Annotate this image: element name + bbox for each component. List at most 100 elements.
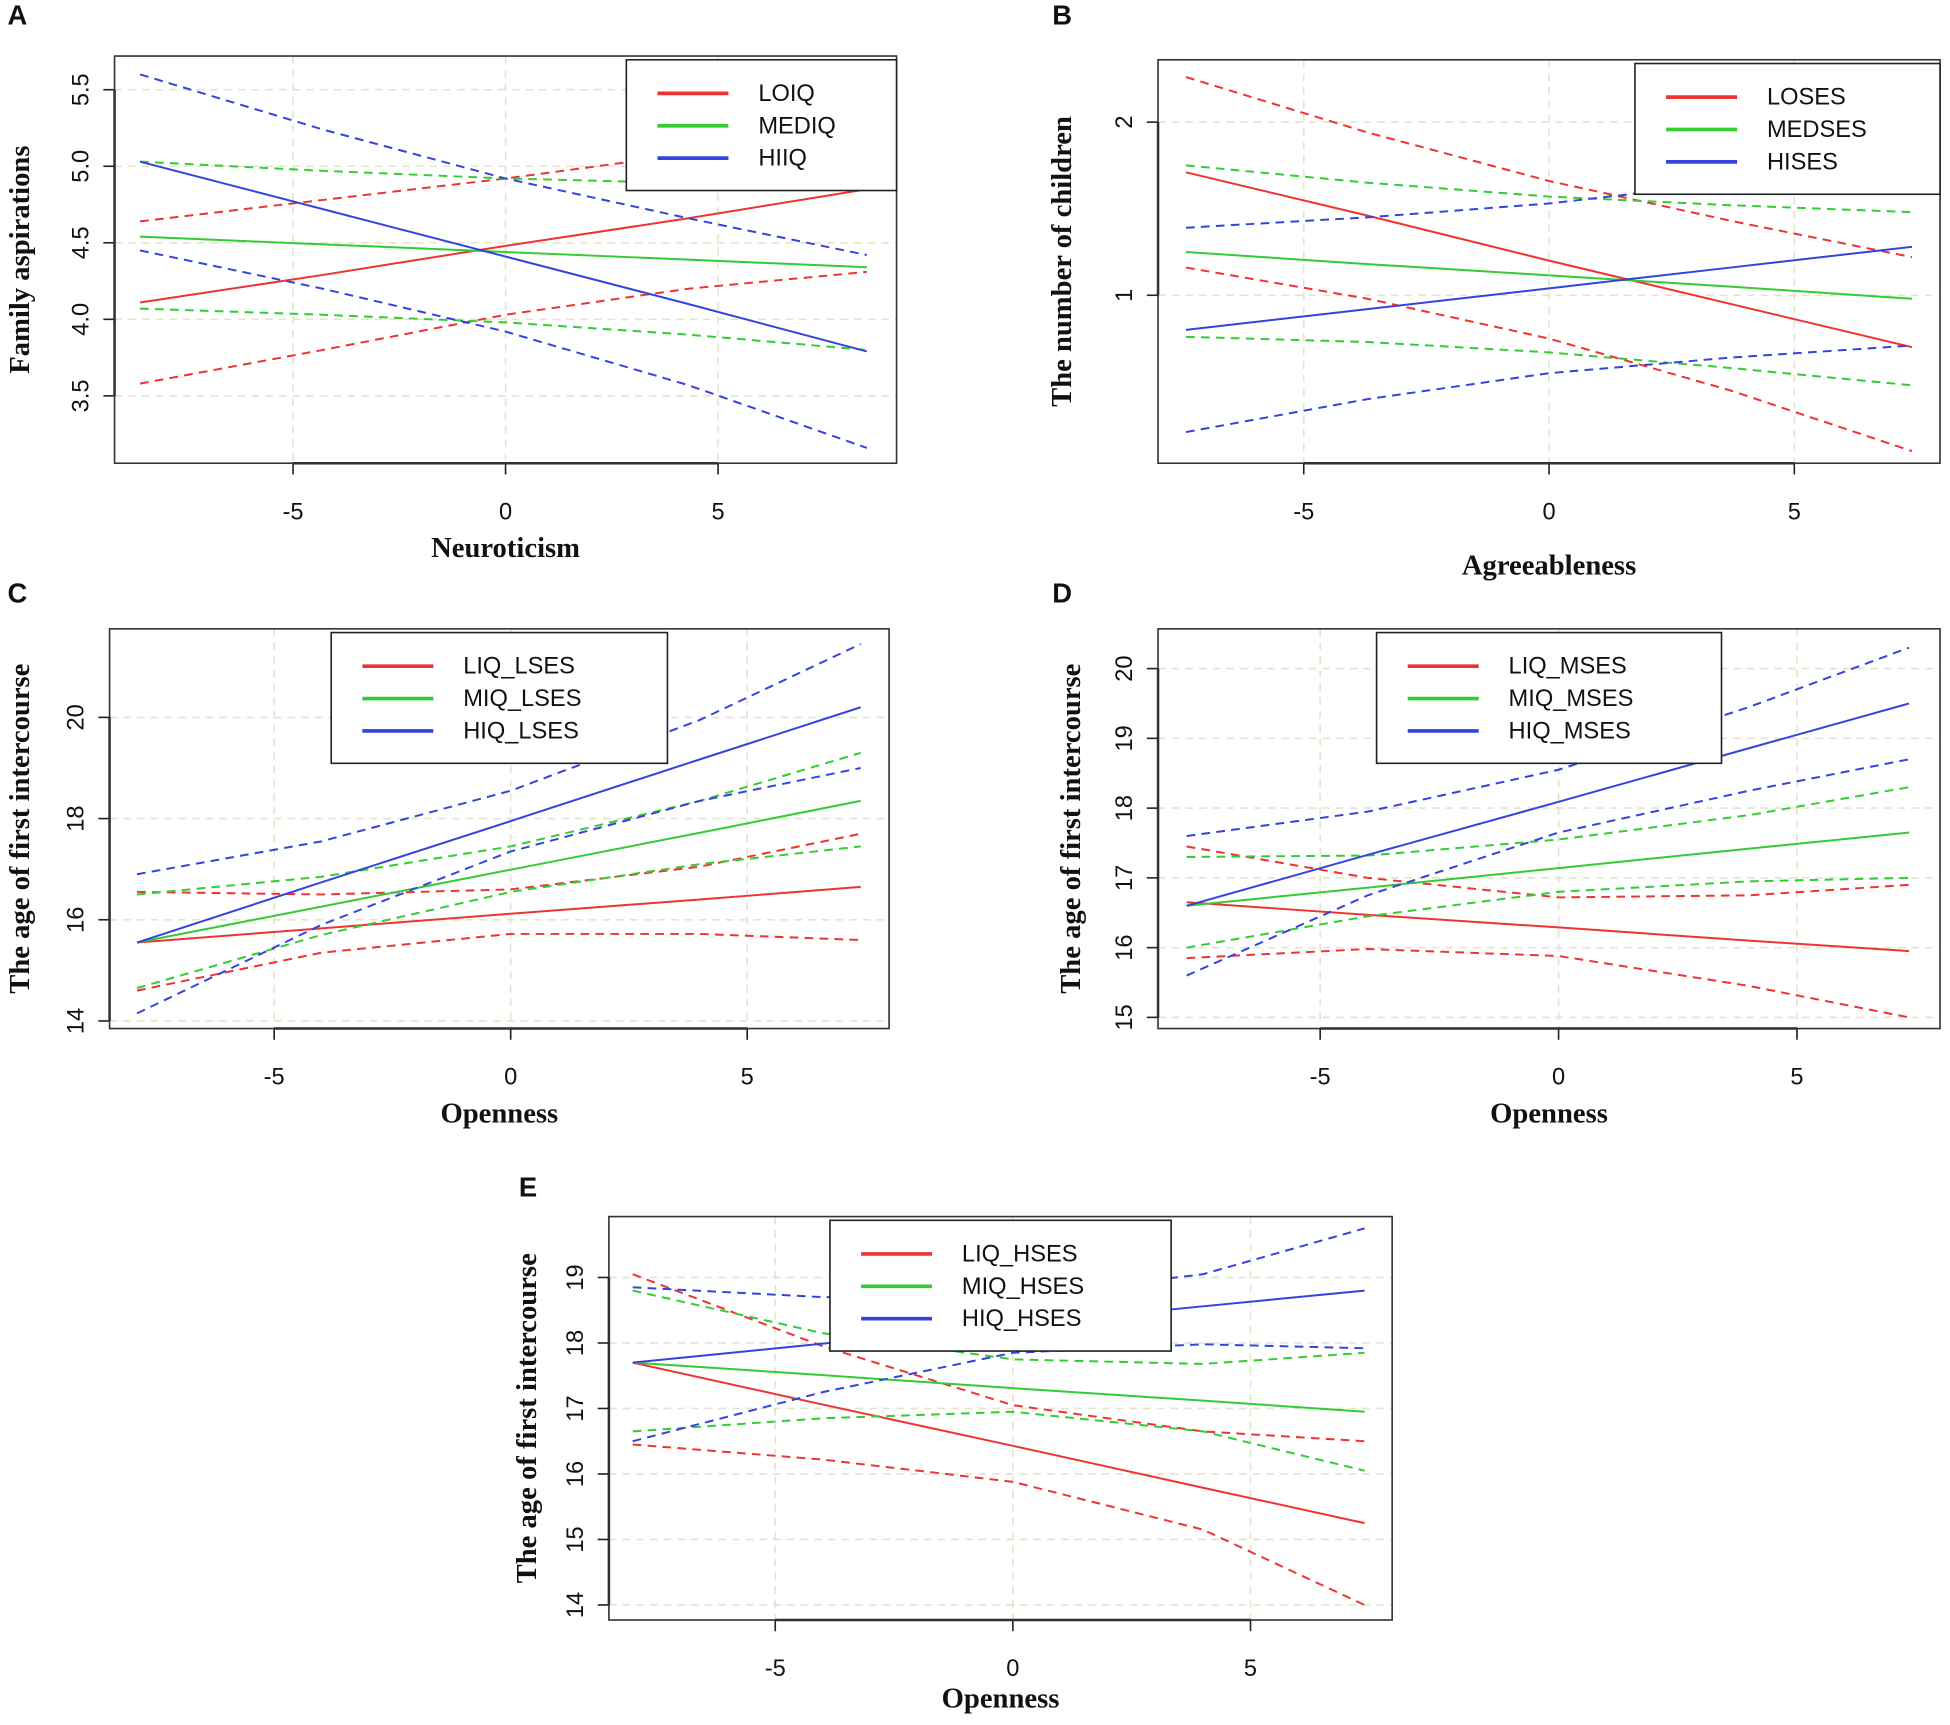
series-line (136, 799, 861, 944)
legend-label: MEDSES (1767, 117, 1867, 143)
series-line (139, 160, 868, 353)
confidence-line (1186, 786, 1910, 858)
x-axis-label: Agreeableness (1462, 549, 1636, 581)
series-line (632, 1361, 1365, 1413)
x-tick-label: 0 (1006, 1656, 1019, 1682)
plot-box (108, 628, 890, 1030)
panel-label: D (1052, 577, 1072, 608)
y-tick-label: 20 (1112, 655, 1138, 681)
series-line (1186, 901, 1910, 953)
x-tick-label: 5 (741, 1065, 754, 1091)
y-tick-label: 2 (1112, 116, 1138, 129)
confidence-line (1185, 76, 1913, 259)
plot-box (1157, 628, 1941, 1030)
y-tick-label: 17 (563, 1395, 589, 1421)
series-line (1186, 702, 1910, 907)
x-tick-label: 5 (1790, 1065, 1803, 1091)
series-line (1185, 245, 1913, 331)
plot-box (1157, 58, 1941, 465)
legend-label: LIQ_MSES (1509, 654, 1627, 680)
x-axis-label: Neuroticism (431, 532, 580, 564)
series-line (1185, 171, 1913, 349)
confidence-line (1185, 335, 1913, 387)
legend-label: HIQ_HSES (962, 1306, 1082, 1332)
confidence-line (139, 126, 867, 223)
confidence-line (139, 270, 867, 385)
x-axis-label: Openness (942, 1683, 1060, 1715)
series-line (632, 1361, 1365, 1525)
confidence-line (1186, 758, 1910, 977)
series-line (136, 885, 861, 944)
y-axis-label: Family aspirations (4, 146, 36, 374)
legend-label: MIQ_MSES (1509, 686, 1634, 712)
x-tick-label: 0 (1552, 1065, 1565, 1091)
y-tick-label: 20 (63, 704, 89, 730)
confidence-line (1185, 266, 1913, 453)
x-tick-label: 0 (1542, 499, 1555, 525)
legend-label: MEDIQ (758, 113, 835, 139)
legend-label: LOIQ (758, 81, 814, 107)
confidence-line (632, 1410, 1365, 1472)
y-tick-label: 18 (63, 805, 89, 831)
y-tick-label: 4.0 (68, 303, 94, 336)
legend-label: HIQ_MSES (1509, 718, 1631, 744)
plot-box (113, 55, 898, 465)
confidence-line (632, 1443, 1365, 1606)
y-tick-label: 19 (563, 1264, 589, 1290)
x-tick-label: -5 (283, 499, 304, 525)
series-line (136, 706, 862, 944)
x-axis-label: Openness (1490, 1097, 1608, 1129)
confidence-line (136, 845, 861, 990)
y-tick-label: 17 (1112, 865, 1138, 891)
y-axis-label: The age of first intercourse (1055, 664, 1087, 994)
confidence-line (136, 643, 862, 876)
confidence-line (1185, 147, 1913, 229)
y-tick-label: 19 (1112, 725, 1138, 751)
x-tick-label: 5 (711, 499, 724, 525)
y-tick-label: 16 (1112, 934, 1138, 960)
x-tick-label: -5 (264, 1065, 285, 1091)
y-tick-label: 5.0 (68, 150, 94, 183)
series-line (1186, 831, 1910, 907)
x-tick-label: -5 (765, 1656, 786, 1682)
confidence-line (136, 766, 861, 1015)
legend-label: HIIQ (758, 146, 807, 172)
legend-label: LIQ_LSES (463, 654, 575, 680)
y-tick-label: 5.5 (68, 73, 94, 106)
y-tick-label: 18 (563, 1330, 589, 1356)
x-tick-label: 0 (504, 1065, 517, 1091)
confidence-line (632, 1273, 1365, 1443)
legend-label: MIQ_LSES (463, 686, 581, 712)
confidence-line (136, 751, 861, 896)
panel-label: E (519, 1171, 537, 1202)
y-tick-label: 1 (1112, 289, 1138, 302)
panel-label: A (8, 0, 28, 31)
confidence-line (1186, 646, 1910, 838)
legend-label: HIQ_LSES (463, 718, 579, 744)
y-tick-label: 3.5 (68, 379, 94, 412)
x-axis-label: Openness (440, 1097, 558, 1129)
plot-box (608, 1215, 1393, 1621)
y-tick-label: 14 (563, 1592, 589, 1618)
confidence-line (1186, 845, 1910, 899)
legend-label: LIQ_HSES (962, 1241, 1078, 1267)
confidence-line (139, 73, 868, 257)
confidence-line (139, 249, 868, 449)
x-tick-label: -5 (1293, 499, 1314, 525)
panel-label: C (8, 577, 28, 608)
y-tick-label: 4.5 (68, 226, 94, 259)
legend-label: HISES (1767, 149, 1838, 175)
series-line (1185, 250, 1913, 300)
legend-label: LOSES (1767, 85, 1846, 111)
y-tick-label: 14 (63, 1008, 89, 1034)
y-tick-label: 15 (563, 1526, 589, 1552)
series-line (140, 235, 867, 269)
y-tick-label: 15 (1112, 1004, 1138, 1030)
series-line (139, 188, 867, 304)
y-axis-label: The age of first intercourse (4, 664, 36, 994)
panel-label: B (1052, 0, 1072, 31)
x-tick-label: 0 (499, 499, 512, 525)
confidence-line (1186, 948, 1910, 1019)
